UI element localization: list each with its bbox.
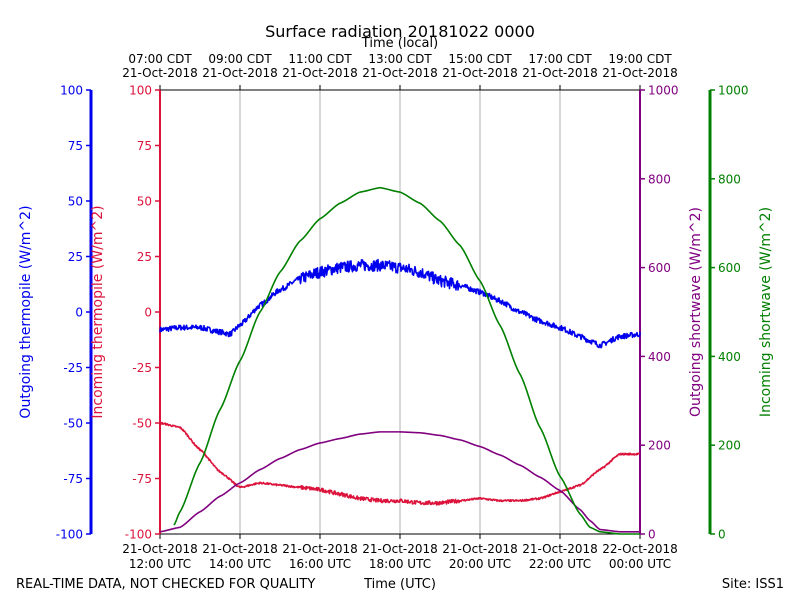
axis-tick-label-incoming_shortwave: 200	[718, 439, 741, 453]
bottom-tick-date: 21-Oct-2018	[442, 542, 518, 556]
axis-tick-label-incoming_shortwave: 800	[718, 172, 741, 186]
axis-tick-label-incoming_thermopile: -50	[132, 417, 152, 431]
axis-tick-label-outgoing_thermopile: -75	[63, 472, 83, 486]
axis-tick-label-outgoing_thermopile: 25	[68, 250, 83, 264]
x-axis-label: Time (UTC)	[363, 577, 436, 592]
axis-tick-label-outgoing_thermopile: -100	[56, 528, 83, 542]
axis-tick-label-outgoing_thermopile: 75	[68, 139, 83, 153]
top-tick-time: 11:00 CDT	[288, 52, 352, 66]
top-tick-time: 09:00 CDT	[208, 52, 272, 66]
axis-label-incoming_thermopile: Incoming thermopile (W/m^2)	[90, 205, 106, 418]
top-tick-date: 21-Oct-2018	[442, 66, 518, 80]
bottom-tick-date: 21-Oct-2018	[202, 542, 278, 556]
series-line-outgoing_shortwave	[159, 431, 641, 533]
axis-tick-label-outgoing_thermopile: -50	[63, 417, 83, 431]
bottom-tick-date: 21-Oct-2018	[282, 542, 358, 556]
top-tick-date: 21-Oct-2018	[282, 66, 358, 80]
axis-tick-label-outgoing_thermopile: 50	[68, 195, 83, 209]
axis-tick-label-incoming_thermopile: 100	[129, 84, 152, 98]
axis-tick-label-incoming_thermopile: -75	[132, 472, 152, 486]
axis-tick-label-outgoing_shortwave: 200	[648, 439, 671, 453]
top-tick-time: 13:00 CDT	[368, 52, 432, 66]
top-tick-time: 07:00 CDT	[128, 52, 192, 66]
axis-label-outgoing_thermopile: Outgoing thermopile (W/m^2)	[18, 205, 34, 418]
bottom-tick-date: 21-Oct-2018	[362, 542, 438, 556]
footer-quality-note: REAL-TIME DATA, NOT CHECKED FOR QUALITY	[16, 577, 315, 592]
axis-tick-label-outgoing_thermopile: 100	[60, 84, 83, 98]
top-tick-date: 21-Oct-2018	[202, 66, 278, 80]
bottom-tick-time: 20:00 UTC	[449, 557, 511, 571]
bottom-tick-time: 18:00 UTC	[369, 557, 431, 571]
axis-tick-label-outgoing_shortwave: 1000	[648, 84, 679, 98]
axis-tick-label-incoming_thermopile: 0	[144, 306, 152, 320]
bottom-tick-date: 21-Oct-2018	[522, 542, 598, 556]
chart-title: Surface radiation 20181022 0000	[265, 22, 535, 41]
axis-tick-label-incoming_shortwave: 0	[718, 528, 726, 542]
axis-tick-label-outgoing_thermopile: 0	[75, 306, 83, 320]
bottom-tick-time: 00:00 UTC	[609, 557, 671, 571]
bottom-tick-time: 16:00 UTC	[289, 557, 351, 571]
top-tick-time: 19:00 CDT	[608, 52, 672, 66]
series-line-outgoing_thermopile	[159, 258, 641, 349]
bottom-tick-date: 21-Oct-2018	[122, 542, 198, 556]
bottom-tick-time: 22:00 UTC	[529, 557, 591, 571]
bottom-tick-time: 14:00 UTC	[209, 557, 271, 571]
axis-tick-label-incoming_thermopile: 25	[137, 250, 152, 264]
top-tick-time: 15:00 CDT	[448, 52, 512, 66]
axis-label-incoming_shortwave: Incoming shortwave (W/m^2)	[758, 207, 774, 417]
series-line-incoming_shortwave	[173, 186, 641, 535]
site-label: Site: ISS1	[722, 577, 784, 592]
axis-tick-label-incoming_shortwave: 400	[718, 350, 741, 364]
axis-tick-label-outgoing_shortwave: 800	[648, 172, 671, 186]
top-tick-date: 21-Oct-2018	[602, 66, 678, 80]
axis-tick-label-incoming_shortwave: 600	[718, 261, 741, 275]
top-axis-label: Time (local)	[361, 36, 438, 51]
bottom-tick-time: 12:00 UTC	[129, 557, 191, 571]
axis-tick-label-outgoing_thermopile: -25	[63, 361, 83, 375]
axis-tick-label-incoming_thermopile: -100	[125, 528, 152, 542]
axis-label-outgoing_shortwave: Outgoing shortwave (W/m^2)	[688, 207, 704, 417]
axis-tick-label-incoming_thermopile: -25	[132, 361, 152, 375]
top-tick-date: 21-Oct-2018	[362, 66, 438, 80]
axis-tick-label-outgoing_shortwave: 400	[648, 350, 671, 364]
top-tick-time: 17:00 CDT	[528, 52, 592, 66]
bottom-tick-date: 22-Oct-2018	[602, 542, 678, 556]
axis-tick-label-incoming_shortwave: 1000	[718, 84, 749, 98]
top-tick-date: 21-Oct-2018	[122, 66, 198, 80]
axis-tick-label-outgoing_shortwave: 600	[648, 261, 671, 275]
axis-tick-label-outgoing_shortwave: 0	[648, 528, 656, 542]
axis-tick-label-incoming_thermopile: 50	[137, 195, 152, 209]
axis-tick-label-incoming_thermopile: 75	[137, 139, 152, 153]
series-line-incoming_thermopile	[159, 421, 641, 506]
top-tick-date: 21-Oct-2018	[522, 66, 598, 80]
